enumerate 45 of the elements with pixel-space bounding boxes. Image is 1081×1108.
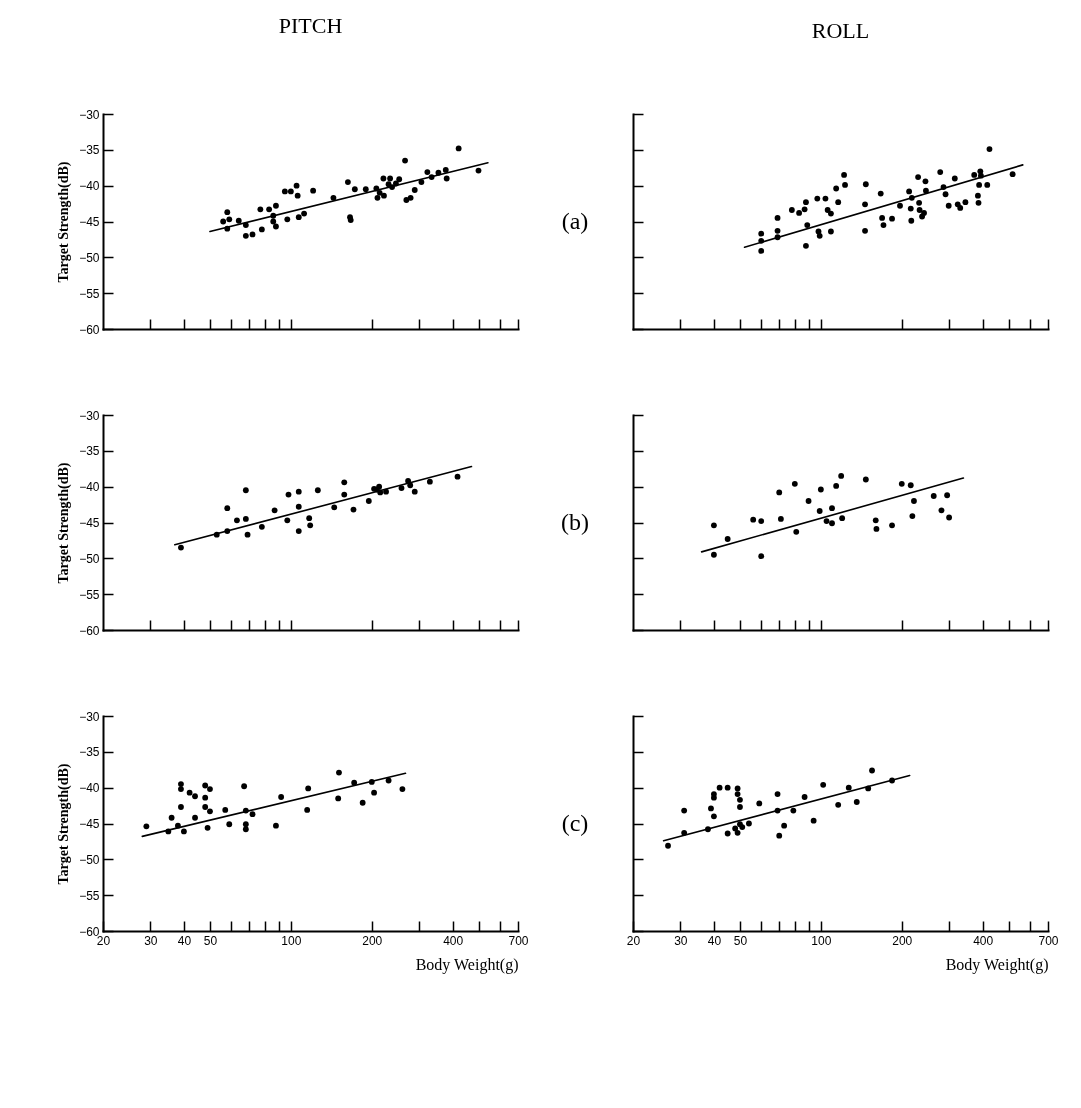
x-tick-label: 20	[626, 933, 641, 948]
x-tick-label: 100	[281, 933, 302, 948]
x-tick-label: 40	[177, 933, 192, 948]
x-tick-label: 700	[1038, 933, 1059, 948]
x-tick-label: 400	[443, 933, 464, 948]
chart-title: PITCH	[278, 13, 343, 38]
y-tick-label: −40	[79, 480, 100, 495]
y-tick-label: −55	[79, 888, 100, 903]
x-tick-label: 30	[144, 933, 158, 948]
y-tick-label: −35	[79, 143, 100, 158]
y-tick-label: −30	[79, 408, 100, 423]
y-tick-label: −55	[79, 587, 100, 602]
y-tick-label: −60	[79, 322, 100, 337]
y-tick-label: −50	[79, 250, 100, 265]
y-axis-title: Target Strength(dB)	[56, 462, 73, 584]
y-tick-label: −40	[79, 179, 100, 194]
text: (a)	[561, 207, 589, 234]
y-tick-label: −50	[79, 551, 100, 566]
y-tick-label: −45	[79, 516, 100, 530]
x-tick-label: 40	[707, 933, 722, 948]
y-tick-label: −45	[79, 215, 100, 229]
x-tick-label: 200	[362, 933, 383, 948]
x-tick-label: 100	[811, 933, 832, 948]
x-tick-label: 30	[674, 933, 688, 948]
x-tick-label: 400	[973, 933, 994, 948]
text: (c)	[561, 809, 589, 836]
y-tick-label: −50	[79, 852, 100, 867]
x-tick-label: 50	[203, 933, 218, 948]
y-axis-title: Target Strength(dB)	[56, 763, 73, 885]
y-tick-label: −35	[79, 745, 100, 760]
y-tick-label: −45	[79, 817, 100, 831]
y-tick-label: −30	[79, 709, 100, 724]
x-tick-label: 700	[508, 933, 529, 948]
y-tick-label: −55	[79, 286, 100, 301]
y-tick-label: −35	[79, 444, 100, 459]
y-axis-title: Target Strength(dB)	[56, 161, 73, 283]
chart-title: ROLL	[811, 18, 870, 44]
text: (b)	[561, 508, 589, 535]
x-axis-title: Body Weight(g)	[945, 955, 1049, 974]
y-tick-label: −60	[79, 623, 100, 638]
x-tick-label: 200	[892, 933, 913, 948]
x-tick-label: 50	[733, 933, 748, 948]
x-axis-title: Body Weight(g)	[415, 955, 519, 974]
y-tick-label: −40	[79, 781, 100, 796]
y-tick-label: −30	[79, 107, 100, 122]
